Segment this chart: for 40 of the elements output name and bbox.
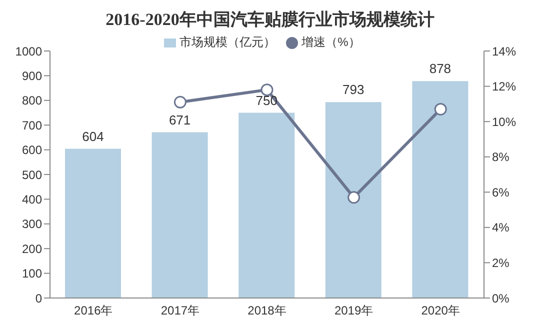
point xyxy=(174,96,186,108)
x-tick-label: 2017年 xyxy=(160,304,200,318)
bar xyxy=(65,148,121,298)
y-tick-label: 400 xyxy=(22,192,42,206)
bar xyxy=(412,81,468,298)
point xyxy=(348,191,360,204)
x-tick-label: 2019年 xyxy=(334,304,374,318)
data-label: 671 xyxy=(168,112,191,128)
data-label: 793 xyxy=(342,82,364,98)
y2-tick-label: 4% xyxy=(492,220,510,235)
y2-tick-label: 10% xyxy=(492,114,516,129)
y-tick-label: 800 xyxy=(22,94,42,108)
y-tick-label: 100 xyxy=(22,266,42,281)
y-tick-label: 900 xyxy=(22,68,42,83)
point xyxy=(434,102,447,116)
x-tick-label: 2020年 xyxy=(421,304,460,318)
y2-tick-label: 0% xyxy=(492,291,510,306)
y2-tick-label: 2% xyxy=(492,256,510,270)
data-label: 604 xyxy=(82,128,104,144)
chart-title: 2016-2020年中国汽车贴膜行业市场规模统计 xyxy=(104,9,436,30)
y-tick-label: 200 xyxy=(22,242,42,256)
y-tick-label: 0 xyxy=(35,291,42,306)
y2-tick-label: 8% xyxy=(492,150,510,164)
y2-tick-label: 6% xyxy=(492,185,510,200)
x-tick-label: 2018年 xyxy=(248,304,286,318)
y-tick-label: 500 xyxy=(22,168,42,182)
data-label: 878 xyxy=(429,61,452,76)
x-tick-label: 2016年 xyxy=(74,304,113,318)
y-tick-label: 700 xyxy=(22,118,42,132)
bar xyxy=(325,102,382,298)
y2-tick-label: 14% xyxy=(492,44,516,58)
legend-label: 增速（%） xyxy=(302,35,360,49)
bar xyxy=(238,112,295,298)
point xyxy=(260,84,274,96)
legend-label: 市场规模（亿元） xyxy=(180,35,276,49)
y2-tick-label: 12% xyxy=(492,80,516,94)
y-tick-label: 600 xyxy=(22,143,42,158)
bar xyxy=(152,132,208,298)
y-tick-label: 300 xyxy=(22,217,42,232)
y-tick-label: 1000 xyxy=(15,44,42,58)
